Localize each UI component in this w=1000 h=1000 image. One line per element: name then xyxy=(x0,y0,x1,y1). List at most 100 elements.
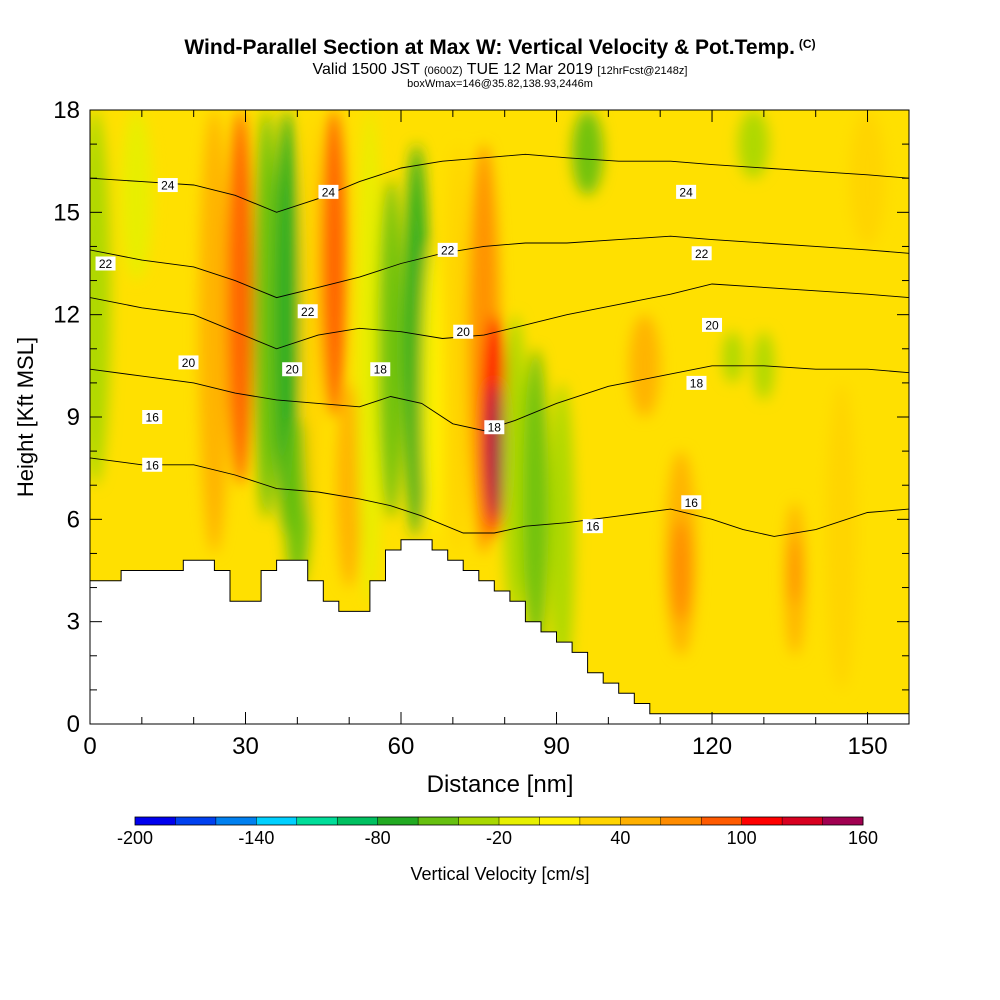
velocity-band-1 xyxy=(121,110,153,281)
x-tick-label: 90 xyxy=(543,733,570,760)
contour-label-1: 24 xyxy=(318,184,339,199)
contour-label-6: 22 xyxy=(691,246,712,261)
contour-label-text: 18 xyxy=(488,421,502,435)
contour-label-text: 20 xyxy=(705,318,719,332)
contour-labels: 24 24 24 22 22 22 22 20 20 20 20 18 18 18 16 16 16 16 xyxy=(95,178,723,534)
contour-label-text: 20 xyxy=(182,356,196,370)
colorbar-swatch-11 xyxy=(579,817,621,825)
velocity-band-27 xyxy=(737,110,770,179)
colorbar: -200 -140 -80 -20 40 100 160 xyxy=(117,816,878,848)
forecast-info: [12hrFcst@2148z] xyxy=(597,65,688,77)
colorbar-swatch-2 xyxy=(215,817,257,825)
box-info: boxWmax=146@35.82,138.93,2446m xyxy=(407,78,593,90)
y-axis-label: Height [Kft MSL] xyxy=(13,337,38,497)
velocity-band-24 xyxy=(670,519,692,622)
x-tick-label: 0 xyxy=(83,733,96,760)
colorbar-swatch-16 xyxy=(782,817,823,825)
contour-label-16: 16 xyxy=(582,519,603,534)
contour-label-text: 22 xyxy=(99,257,113,271)
colorbar-swatch-0 xyxy=(135,817,176,825)
y-tick-label: 9 xyxy=(67,404,80,431)
velocity-band-13 xyxy=(421,246,443,537)
theta-contour-16 xyxy=(90,457,909,537)
contour-label-4: 22 xyxy=(437,242,458,257)
contour-label-9: 20 xyxy=(453,324,474,339)
contour-label-14: 16 xyxy=(142,410,163,425)
velocity-field xyxy=(90,110,886,690)
velocity-band-18 xyxy=(502,314,529,622)
colorbar-tick-label: -80 xyxy=(365,828,391,848)
contour-label-8: 20 xyxy=(282,362,303,377)
colorbar-swatch-10 xyxy=(539,817,581,825)
contour-label-11: 18 xyxy=(370,362,391,377)
contour-label-2: 24 xyxy=(676,184,697,199)
contour-label-text: 18 xyxy=(374,363,388,377)
velocity-band-25 xyxy=(722,331,744,383)
velocity-band-29 xyxy=(789,536,801,605)
contour-label-17: 16 xyxy=(681,495,702,510)
velocity-band-10 xyxy=(356,110,383,605)
velocity-band-19 xyxy=(522,348,549,656)
valid-utc: (0600Z) xyxy=(424,65,463,77)
colorbar-swatch-13 xyxy=(660,817,702,825)
colorbar-swatch-6 xyxy=(377,817,419,825)
x-tick-label: 60 xyxy=(388,733,415,760)
y-axis: 0 3 6 9 12 15 18 xyxy=(53,97,909,738)
velocity-band-8 xyxy=(320,110,347,417)
velocity-band-11 xyxy=(377,178,404,520)
colorbar-swatch-4 xyxy=(296,817,338,825)
contour-label-12: 18 xyxy=(484,420,505,435)
colorbar-tick-label: 40 xyxy=(610,828,630,848)
contour-label-7: 20 xyxy=(178,355,199,370)
contour-label-text: 22 xyxy=(695,247,709,261)
contour-label-text: 20 xyxy=(457,325,471,339)
colorbar-swatch-5 xyxy=(337,817,379,825)
colorbar-label: Vertical Velocity [cm/s] xyxy=(410,864,589,884)
potential-temperature-contours xyxy=(90,153,909,537)
velocity-band-9 xyxy=(336,382,363,588)
velocity-band-30 xyxy=(826,382,858,690)
theta-contour-24 xyxy=(90,153,909,213)
velocity-band-0 xyxy=(90,110,111,486)
colorbar-swatch-17 xyxy=(822,817,864,825)
velocity-band-14 xyxy=(445,144,471,554)
colorbar-swatch-12 xyxy=(620,817,662,825)
contour-label-text: 16 xyxy=(146,411,160,425)
colorbar-tick-label: -200 xyxy=(117,828,153,848)
theta-contour-20 xyxy=(90,283,909,350)
contour-label-5: 22 xyxy=(297,304,318,319)
colorbar-swatch-8 xyxy=(458,817,500,825)
contour-label-3: 22 xyxy=(95,256,116,271)
theta-contour-22 xyxy=(90,235,909,299)
contour-label-15: 16 xyxy=(142,457,163,472)
y-tick-label: 15 xyxy=(53,199,80,226)
contour-label-0: 24 xyxy=(157,178,178,193)
velocity-band-3 xyxy=(227,110,254,486)
contour-label-text: 16 xyxy=(586,520,600,534)
plot-area: 24 24 24 22 22 22 22 20 20 20 20 18 18 18 16 16 16 16 xyxy=(90,110,909,724)
y-tick-label: 18 xyxy=(53,97,80,124)
colorbar-swatch-7 xyxy=(418,817,459,825)
y-tick-label: 3 xyxy=(67,609,80,636)
velocity-band-17 xyxy=(486,382,503,520)
colorbar-swatch-14 xyxy=(701,817,743,825)
x-axis: 0 30 60 90 120 150 xyxy=(83,110,888,760)
chart-title: Wind-Parallel Section at Max W: Vertical… xyxy=(0,36,1000,60)
contour-label-text: 16 xyxy=(685,496,699,510)
contour-label-10: 20 xyxy=(702,317,723,332)
contour-label-13: 18 xyxy=(686,375,707,390)
velocity-band-22 xyxy=(629,314,661,418)
x-tick-label: 120 xyxy=(692,733,732,760)
velocity-band-2 xyxy=(198,110,230,554)
theta-contour-18 xyxy=(90,365,909,432)
contour-label-text: 22 xyxy=(441,243,455,257)
colorbar-tick-label: 160 xyxy=(848,828,878,848)
colorbar-swatch-15 xyxy=(741,817,783,825)
colorbar-tick-label: -140 xyxy=(238,828,274,848)
y-tick-label: 6 xyxy=(67,506,80,533)
valid-date: TUE 12 Mar 2019 xyxy=(466,61,593,78)
x-axis-label: Distance [nm] xyxy=(427,771,574,798)
chart-subtitle: Valid 1500 JST (0600Z) TUE 12 Mar 2019 [… xyxy=(0,61,1000,79)
contour-label-text: 24 xyxy=(322,185,336,199)
